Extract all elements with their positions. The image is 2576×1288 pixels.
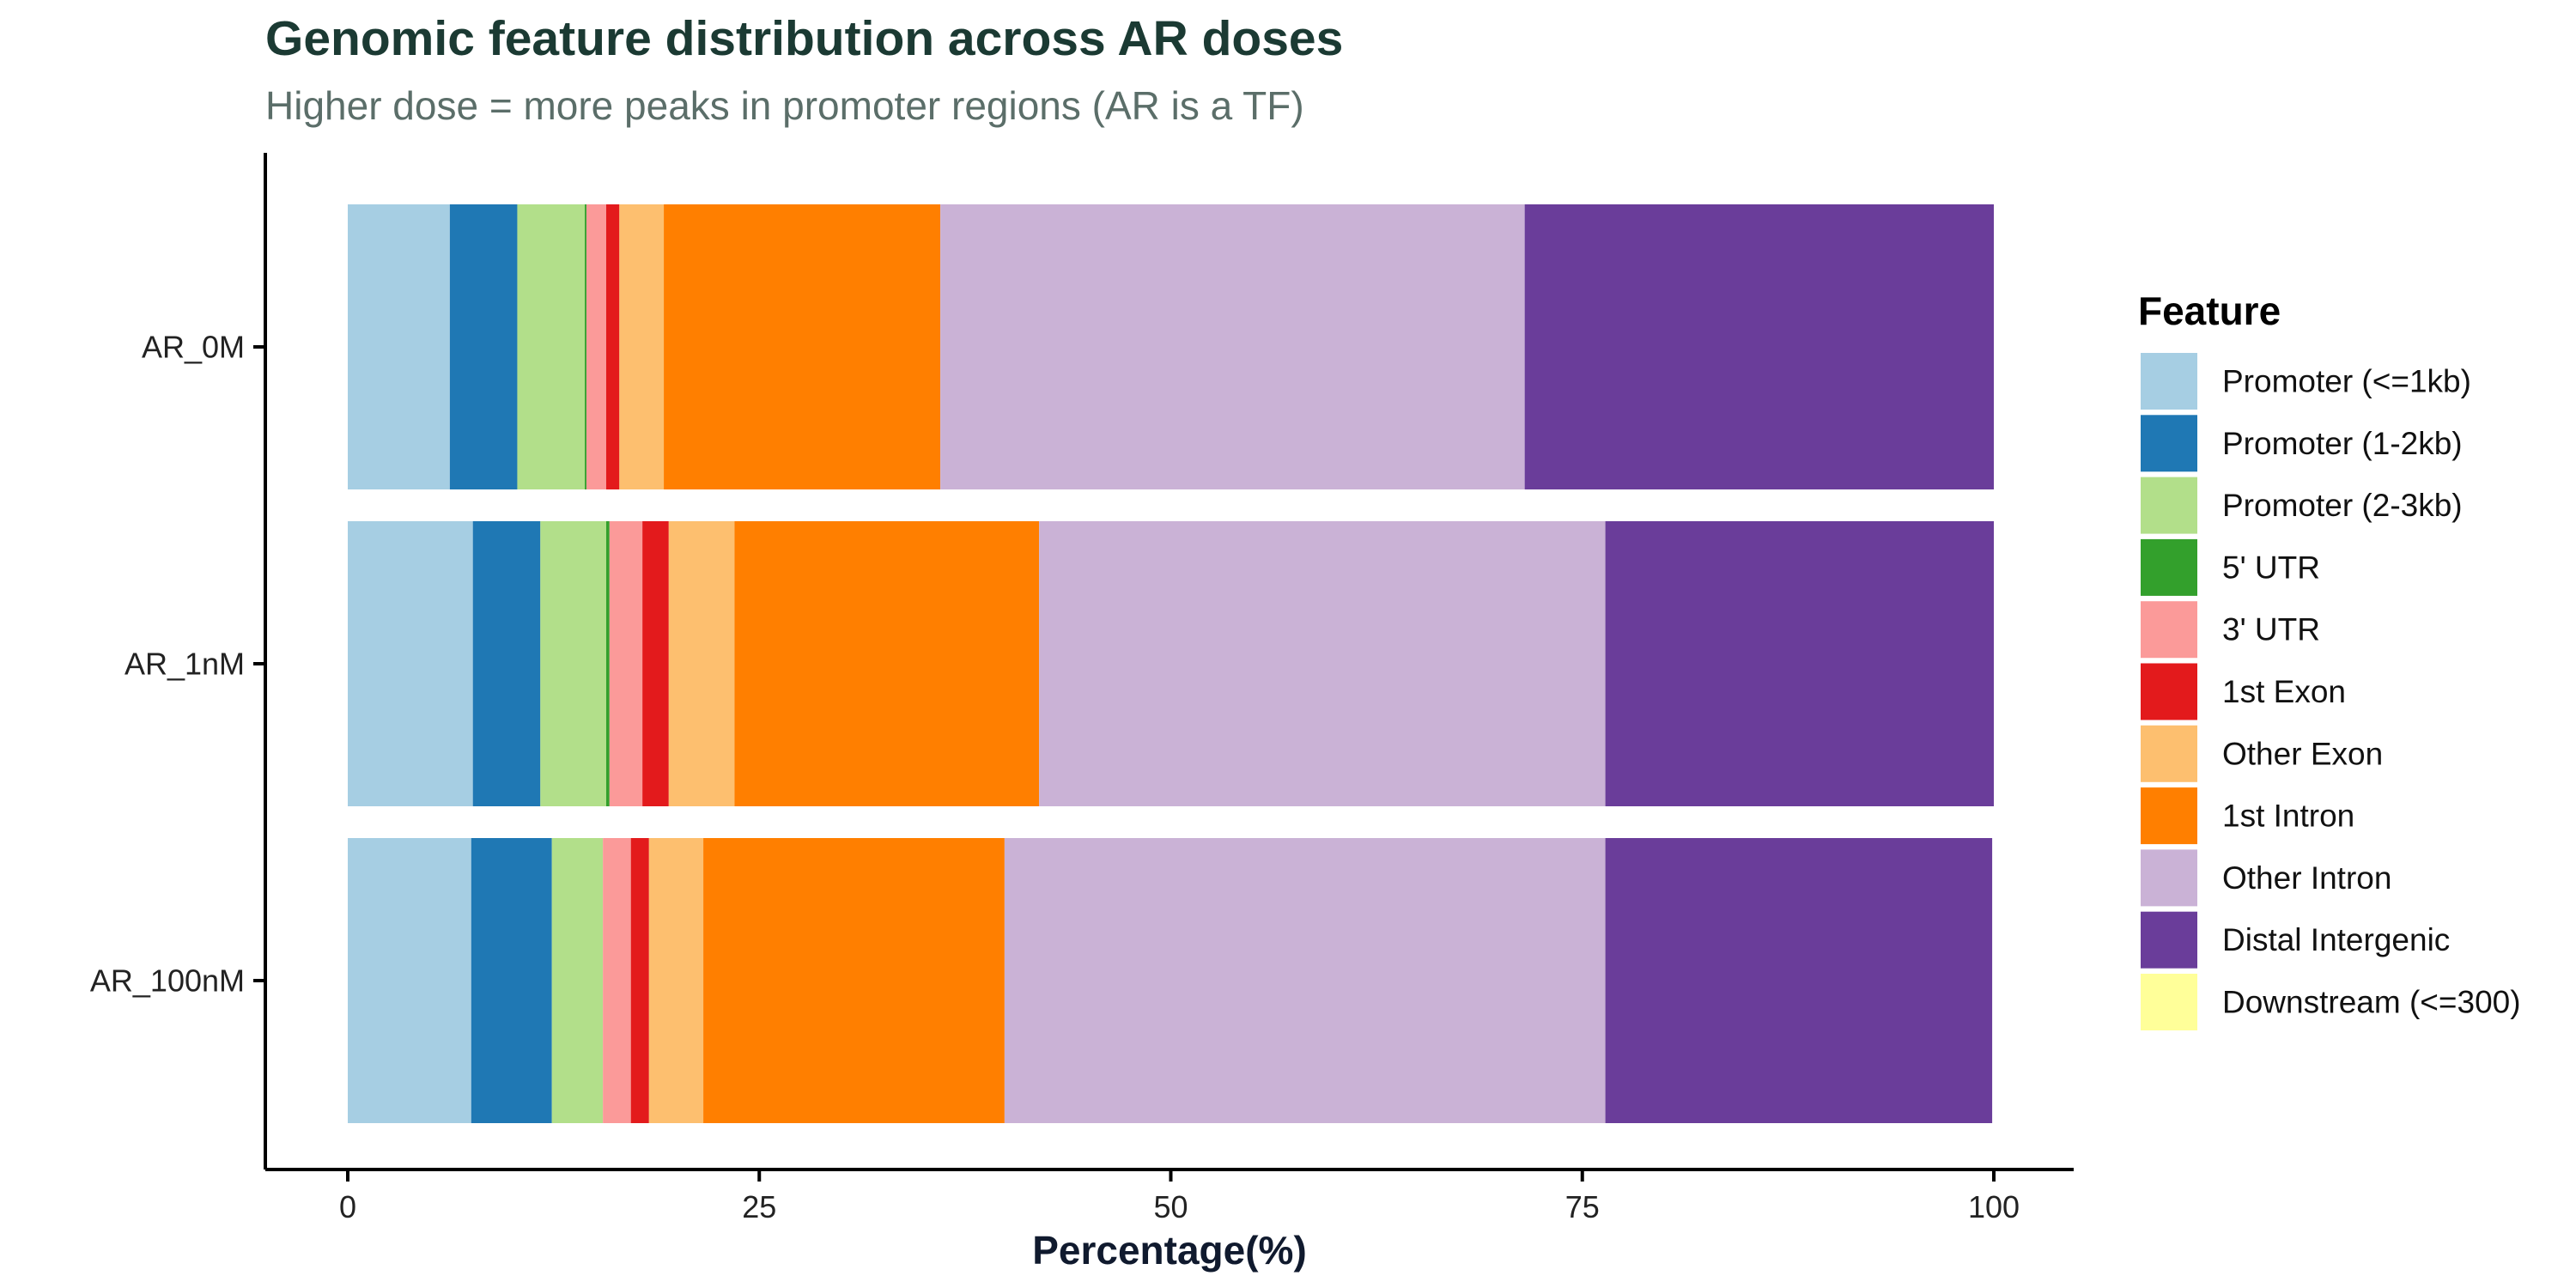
bar-segment (540, 521, 606, 806)
chart-subtitle: Higher dose = more peaks in promoter reg… (265, 83, 1304, 128)
legend-label: 3' UTR (2222, 612, 2320, 647)
legend-label: Downstream (<=300) (2222, 985, 2521, 1020)
legend-key (2141, 353, 2197, 410)
x-tick-label: 75 (1565, 1189, 1600, 1224)
legend-key (2141, 787, 2197, 845)
legend-key (2141, 415, 2197, 472)
x-tick-label: 25 (742, 1189, 776, 1224)
y-tick-label: AR_1nM (125, 647, 245, 682)
bar-segment (703, 838, 1005, 1123)
legend-label: 1st Intron (2222, 799, 2354, 834)
bar-segment (609, 521, 643, 806)
legend-title: Feature (2138, 289, 2281, 333)
legend-label: Promoter (<=1kb) (2222, 364, 2471, 399)
bar-segment (664, 204, 941, 489)
bar-segment (1004, 838, 1606, 1123)
legend-label: Promoter (2-3kb) (2222, 488, 2463, 523)
bar-segment (648, 838, 704, 1123)
bar-segment (603, 838, 631, 1123)
axes-layer: AR_0M AR_1nM AR_100nM 0 25 50 75 100 Percentage(… (90, 153, 2074, 1273)
legend-key (2141, 849, 2197, 907)
legend-label: Promoter (1-2kb) (2222, 426, 2463, 461)
bar-segment (668, 521, 735, 806)
bar-segment (472, 521, 541, 806)
bar-segment (619, 204, 665, 489)
bar-segment (605, 204, 620, 489)
legend-key (2141, 911, 2197, 969)
x-tick-label: 50 (1153, 1189, 1188, 1224)
bar-segment (551, 838, 604, 1123)
legend-key (2141, 601, 2197, 659)
y-tick-label: AR_0M (142, 330, 245, 365)
bar-segment (630, 838, 649, 1123)
bar-segment (642, 521, 669, 806)
bar-segment (449, 204, 518, 489)
legend-label: Other Intron (2222, 860, 2391, 896)
bar-segment (1605, 521, 1994, 806)
bar-segment (585, 204, 586, 489)
bar-segment (1605, 838, 1993, 1123)
legend-key (2141, 725, 2197, 782)
bar-segment (348, 838, 471, 1123)
bar-segment (348, 204, 450, 489)
legend-key (2141, 663, 2197, 720)
x-axis-title: Percentage(%) (1032, 1228, 1307, 1273)
legend-key (2141, 538, 2197, 596)
bar-segment (348, 521, 473, 806)
bar-segment (1039, 521, 1606, 806)
bars-layer (348, 204, 1994, 1123)
chart-title: Genomic feature distribution across AR d… (265, 11, 1344, 66)
x-tick-label: 0 (339, 1189, 356, 1224)
legend-label: Distal Intergenic (2222, 922, 2450, 957)
y-tick-label: AR_100nM (90, 963, 245, 999)
legend-label: 1st Exon (2222, 674, 2346, 709)
bar-segment (517, 204, 586, 489)
legend-key (2141, 477, 2197, 534)
bar-segment (940, 204, 1525, 489)
bar-segment (734, 521, 1040, 806)
legend-key (2141, 974, 2197, 1030)
legend: Feature Promoter (<=1kb) Promoter (1-2kb) P… (2138, 289, 2521, 1030)
legend-label: Other Exon (2222, 736, 2383, 771)
bar-segment (471, 838, 552, 1123)
bar-segment (1524, 204, 1994, 489)
x-tick-label: 100 (1968, 1189, 2020, 1224)
bar-segment (586, 204, 606, 489)
legend-label: 5' UTR (2222, 550, 2320, 585)
bar-segment (605, 521, 610, 806)
